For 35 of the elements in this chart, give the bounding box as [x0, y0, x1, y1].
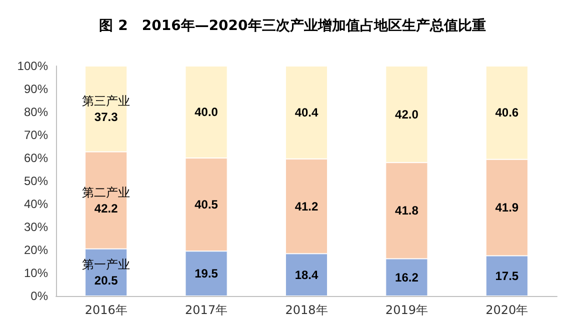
- data-label: 41.9: [495, 200, 519, 215]
- data-label: 16.2: [395, 270, 419, 284]
- y-tick-label: 80%: [24, 105, 48, 119]
- data-label: 37.3: [94, 110, 118, 124]
- data-label: 40.0: [194, 105, 218, 119]
- x-tick-label: 2018年: [285, 303, 328, 317]
- data-label: 17.5: [495, 268, 519, 283]
- y-tick-label: 70%: [24, 128, 48, 142]
- series-label: 第三产业: [82, 94, 130, 108]
- y-tick-label: 60%: [24, 151, 48, 165]
- data-label: 42.2: [94, 201, 118, 216]
- y-tick-label: 30%: [24, 220, 48, 234]
- y-tick-label: 20%: [24, 243, 48, 257]
- y-tick-label: 100%: [17, 59, 48, 73]
- data-label: 18.4: [294, 268, 318, 282]
- data-label: 41.8: [395, 204, 419, 218]
- data-label: 40.6: [495, 106, 519, 120]
- chart-title: 图 2 2016年—2020年三次产业增加值占地区生产总值比重: [99, 17, 486, 34]
- data-label: 41.2: [294, 199, 318, 214]
- y-tick-label: 0%: [30, 289, 48, 303]
- data-label: 20.5: [94, 273, 118, 288]
- x-tick-label: 2017年: [185, 303, 228, 317]
- y-tick-label: 90%: [24, 82, 48, 96]
- y-tick-label: 10%: [24, 266, 48, 280]
- data-label: 19.5: [194, 266, 218, 281]
- x-tick-label: 2019年: [385, 303, 428, 317]
- series-label: 第二产业: [82, 185, 130, 200]
- y-tick-label: 50%: [24, 174, 48, 188]
- data-label: 42.0: [395, 107, 419, 122]
- data-label: 40.5: [194, 198, 218, 212]
- data-label: 40.4: [294, 105, 318, 120]
- x-tick-label: 2020年: [486, 303, 528, 317]
- y-tick-label: 40%: [24, 197, 48, 211]
- x-tick-label: 2016年: [84, 303, 128, 317]
- series-label: 第一产业: [82, 257, 130, 272]
